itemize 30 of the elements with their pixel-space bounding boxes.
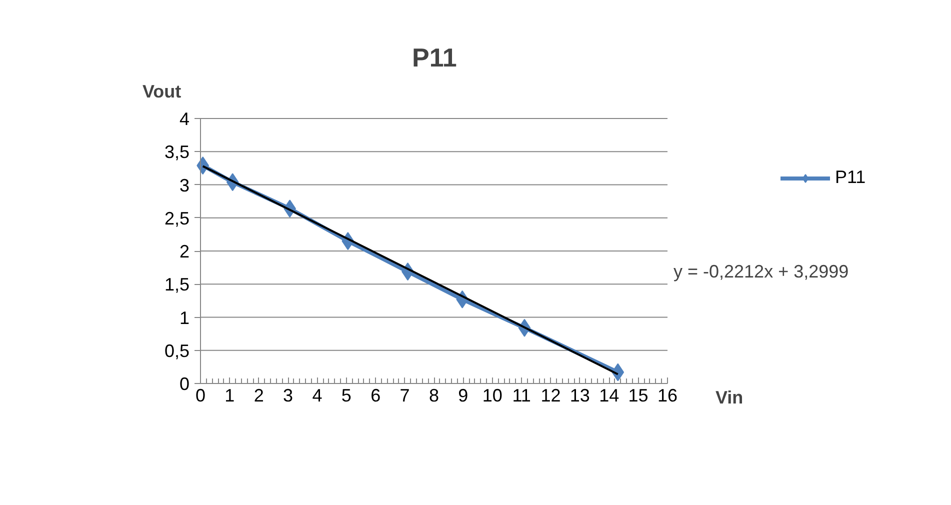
x-tick-label: 5 [341,386,352,406]
x-tick-label: 15 [628,386,648,406]
text: y = -0,2212x + 3,2999 [674,262,849,282]
x-axis-title: Vin [716,388,744,408]
x-tick-label: 6 [370,386,381,406]
x-tick-label: 14 [599,386,620,406]
x-tick-label: 11 [512,386,531,406]
y-tick-label: 0,5 [164,340,190,361]
chart-title: P11 [412,42,457,72]
x-tick-label: 1 [224,386,235,406]
x-tick-label: 3 [283,386,294,406]
x-tick-label: 16 [657,386,678,406]
x-tick-label: 0 [195,386,206,406]
y-tick-label: 2,5 [164,208,190,228]
x-tick-label: 8 [428,386,440,406]
x-tick-label: 12 [540,386,561,406]
x-tick-label: 7 [400,386,410,406]
y-tick-label: 4 [179,109,190,129]
y-tick-label: 2 [179,242,190,262]
y-tick-label: 3,5 [164,142,190,162]
x-tick-label: 10 [482,386,502,406]
x-tick-label: 2 [254,386,264,406]
x-tick-label: 4 [312,386,322,406]
y-axis-title: Vout [142,82,182,102]
y-tick-label: 1,5 [164,274,190,295]
x-tick-label: 13 [570,386,590,406]
y-tick-label: 3 [179,175,190,196]
x-tick-label: 9 [458,386,468,406]
legend-label: P11 [835,167,866,188]
y-tick-label: 1 [179,308,190,328]
